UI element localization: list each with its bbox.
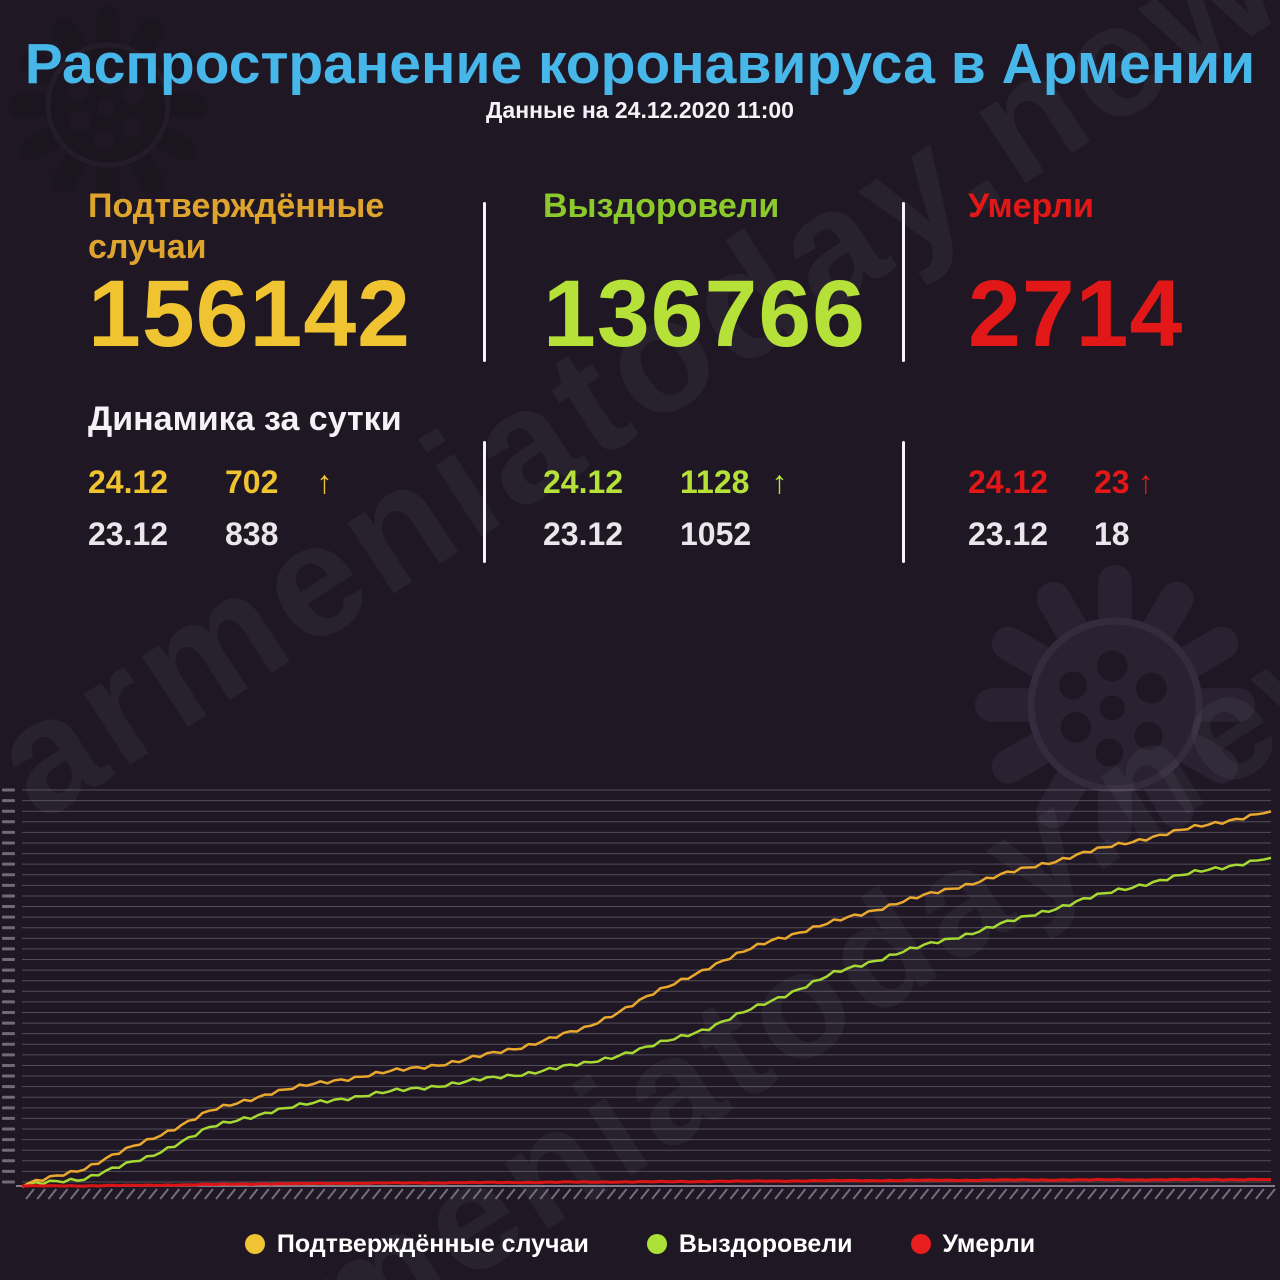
confirmed-cases-value: 156142 bbox=[88, 261, 412, 367]
previous-date: 23.12 bbox=[88, 516, 169, 552]
data-timestamp: Данные на 24.12.2020 11:00 bbox=[486, 97, 794, 123]
dynamics-current-row: 24.12 23 ↑ bbox=[968, 456, 1154, 508]
daily-dynamics-confirmed: 24.12 702 ↑ 23.12 838 bbox=[88, 456, 332, 560]
previous-date: 23.12 bbox=[968, 516, 1049, 552]
daily-dynamics-recovered: 24.12 1128 ↑ 23.12 1052 bbox=[543, 456, 787, 560]
column-divider bbox=[902, 202, 905, 362]
dynamics-current-row: 24.12 702 ↑ bbox=[88, 456, 332, 508]
page-title: Распространение коронавируса в Армении bbox=[24, 32, 1256, 96]
chart-legend: Подтверждённые случаи Выздоровели Умерли bbox=[0, 1222, 1280, 1266]
current-date: 24.12 bbox=[543, 464, 624, 500]
legend-label: Умерли bbox=[942, 1229, 1036, 1258]
current-value: 23 bbox=[1094, 464, 1130, 500]
previous-value: 838 bbox=[225, 516, 279, 552]
current-date: 24.12 bbox=[968, 464, 1049, 500]
legend-item-deaths: Умерли bbox=[910, 1229, 1036, 1259]
recovered-dot-icon bbox=[646, 1234, 667, 1254]
previous-date: 23.12 bbox=[543, 516, 624, 552]
column-divider bbox=[483, 441, 486, 563]
column-divider bbox=[483, 202, 486, 362]
dynamics-previous-row: 23.12 18 bbox=[968, 508, 1154, 560]
current-value: 702 bbox=[225, 464, 279, 500]
daily-dynamics-deaths: 24.12 23 ↑ 23.12 18 bbox=[968, 456, 1154, 560]
up-arrow-icon: ↑ bbox=[316, 464, 333, 500]
recovered-label: Выздоровели bbox=[543, 187, 780, 225]
deaths-value: 2714 bbox=[968, 261, 1184, 367]
legend-item-recovered: Выздоровели bbox=[646, 1229, 853, 1259]
confirmed-cases-label: Подтверждённые случаи bbox=[88, 187, 385, 267]
up-arrow-icon: ↑ bbox=[1137, 464, 1154, 500]
deaths-dot-icon bbox=[910, 1234, 931, 1254]
dynamics-previous-row: 23.12 838 bbox=[88, 508, 332, 560]
legend-label: Подтверждённые случаи bbox=[276, 1229, 589, 1258]
legend-item-confirmed: Подтверждённые случаи bbox=[244, 1229, 589, 1259]
daily-dynamics-title: Динамика за сутки bbox=[88, 400, 402, 438]
deaths-label: Умерли bbox=[968, 187, 1094, 225]
confirmed-dot-icon bbox=[244, 1234, 265, 1254]
previous-value: 1052 bbox=[680, 516, 752, 552]
column-divider bbox=[902, 441, 905, 563]
current-value: 1128 bbox=[680, 464, 750, 500]
recovered-value: 136766 bbox=[543, 261, 867, 367]
cumulative-cases-line-chart bbox=[2, 788, 1276, 1200]
dynamics-previous-row: 23.12 1052 bbox=[543, 508, 787, 560]
current-date: 24.12 bbox=[88, 464, 169, 500]
previous-value: 18 bbox=[1094, 516, 1130, 552]
up-arrow-icon: ↑ bbox=[771, 464, 788, 500]
legend-label: Выздоровели bbox=[678, 1229, 853, 1258]
dynamics-current-row: 24.12 1128 ↑ bbox=[543, 456, 787, 508]
